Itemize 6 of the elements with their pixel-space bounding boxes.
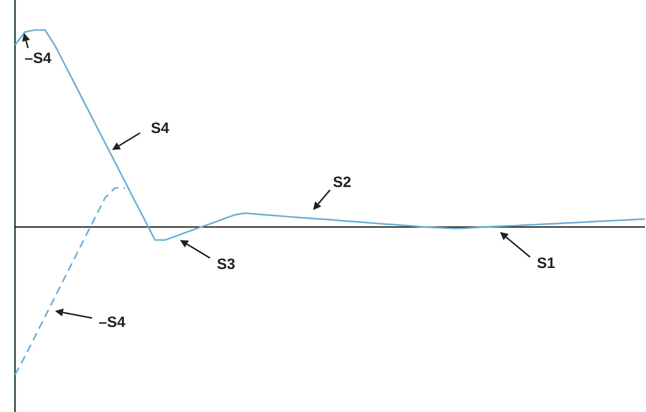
annotation: S2 <box>332 174 352 191</box>
annotation: –S4 <box>24 50 52 67</box>
annotation: S4 <box>150 120 170 137</box>
annotation: –S4 <box>98 314 126 331</box>
annotation: S1 <box>536 255 556 272</box>
annotation: S3 <box>216 256 236 273</box>
